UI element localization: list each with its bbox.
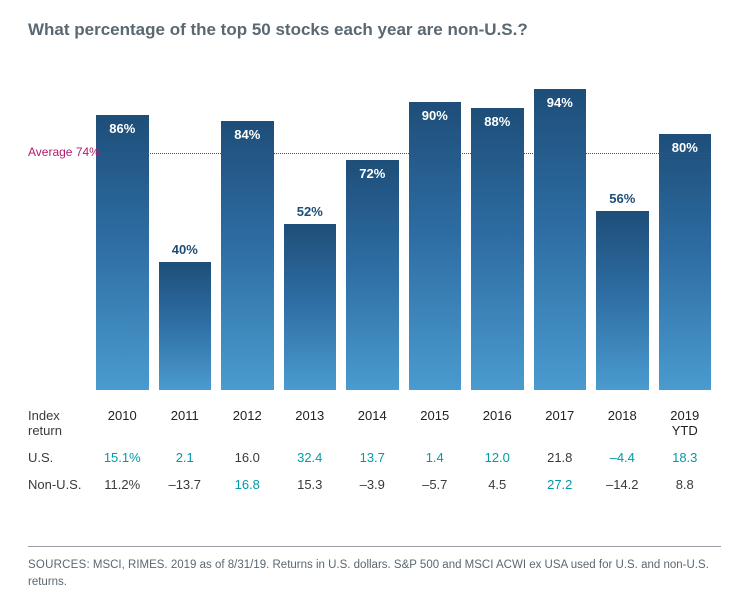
row-label-index: Index return (28, 408, 96, 438)
bar: 52% (284, 224, 337, 390)
bar-value-label: 88% (471, 114, 524, 129)
bar: 88% (471, 108, 524, 390)
row-us: U.S. 15.1% 2.1 16.0 32.4 13.7 1.4 12.0 21.8 –4.4… (28, 444, 711, 471)
year-cell: 2012 (221, 408, 274, 438)
bar-slot: 72% (346, 70, 399, 390)
bar-slot: 56% (596, 70, 649, 390)
bar-value-label: 84% (221, 127, 274, 142)
year-cell: 2015 (409, 408, 462, 438)
bar-slot: 86% (96, 70, 149, 390)
bar-value-label: 40% (159, 242, 212, 257)
year-cell: 2016 (471, 408, 524, 438)
value-cell: 16.0 (221, 450, 274, 465)
value-cell: 13.7 (346, 450, 399, 465)
bar-slot: 80% (659, 70, 712, 390)
year-cell: 2018 (596, 408, 649, 438)
row-label-nonus: Non-U.S. (28, 477, 96, 492)
value-cell: 15.3 (284, 477, 337, 492)
bar-chart: Average 74% 86%40%84%52%72%90%88%94%56%8… (96, 70, 711, 390)
bar: 56% (596, 211, 649, 390)
cells-nonus: 11.2% –13.7 16.8 15.3 –3.9 –5.7 4.5 27.2 –14.2 8.… (96, 477, 711, 492)
value-cell: 8.8 (659, 477, 712, 492)
value-cell: 21.8 (534, 450, 587, 465)
row-nonus: Non-U.S. 11.2% –13.7 16.8 15.3 –3.9 –5.7 4.5 27… (28, 471, 711, 498)
value-cell: 15.1% (96, 450, 149, 465)
year-cell: 2014 (346, 408, 399, 438)
value-cell: 16.8 (221, 477, 274, 492)
bar-slot: 90% (409, 70, 462, 390)
chart-title: What percentage of the top 50 stocks eac… (28, 20, 721, 40)
average-line (98, 153, 711, 154)
value-cell: –4.4 (596, 450, 649, 465)
bar-slot: 94% (534, 70, 587, 390)
value-cell: –13.7 (159, 477, 212, 492)
bar: 90% (409, 102, 462, 390)
average-label: Average 74% (28, 145, 100, 159)
returns-table: Index return 201020112012201320142015201… (28, 402, 711, 498)
value-cell: 11.2% (96, 477, 149, 492)
value-cell: –3.9 (346, 477, 399, 492)
year-cell: 2013 (284, 408, 337, 438)
bar-value-label: 72% (346, 166, 399, 181)
value-cell: –14.2 (596, 477, 649, 492)
bar-slot: 88% (471, 70, 524, 390)
bar-value-label: 86% (96, 121, 149, 136)
value-cell: 4.5 (471, 477, 524, 492)
bar: 84% (221, 121, 274, 390)
footer-sources: SOURCES: MSCI, RIMES. 2019 as of 8/31/19… (28, 557, 721, 592)
row-label-us: U.S. (28, 450, 96, 465)
bars-container: 86%40%84%52%72%90%88%94%56%80% (96, 70, 711, 390)
value-cell: 1.4 (409, 450, 462, 465)
bar-value-label: 94% (534, 95, 587, 110)
value-cell: –5.7 (409, 477, 462, 492)
bar: 80% (659, 134, 712, 390)
year-cell: 2011 (159, 408, 212, 438)
bar: 86% (96, 115, 149, 390)
bar-value-label: 52% (284, 204, 337, 219)
bar: 72% (346, 160, 399, 390)
bar-slot: 84% (221, 70, 274, 390)
footer-rule (28, 546, 721, 547)
year-cell: 2019 YTD (659, 408, 712, 438)
value-cell: 2.1 (159, 450, 212, 465)
bar-slot: 52% (284, 70, 337, 390)
bar: 94% (534, 89, 587, 390)
value-cell: 18.3 (659, 450, 712, 465)
value-cell: 12.0 (471, 450, 524, 465)
bar: 40% (159, 262, 212, 390)
value-cell: 27.2 (534, 477, 587, 492)
bar-value-label: 56% (596, 191, 649, 206)
cells-years: 2010 2011 2012 2013 2014 2015 2016 2017 2018 2019… (96, 408, 711, 438)
sources-label: SOURCES (28, 559, 86, 571)
year-cell: 2017 (534, 408, 587, 438)
bar-slot: 40% (159, 70, 212, 390)
cells-us: 15.1% 2.1 16.0 32.4 13.7 1.4 12.0 21.8 –4.4 18.3 (96, 450, 711, 465)
bar-value-label: 90% (409, 108, 462, 123)
row-years: Index return 201020112012201320142015201… (28, 402, 711, 444)
value-cell: 32.4 (284, 450, 337, 465)
footer-text: : MSCI, RIMES. 2019 as of 8/31/19. Retur… (28, 559, 709, 588)
year-cell: 2010 (96, 408, 149, 438)
